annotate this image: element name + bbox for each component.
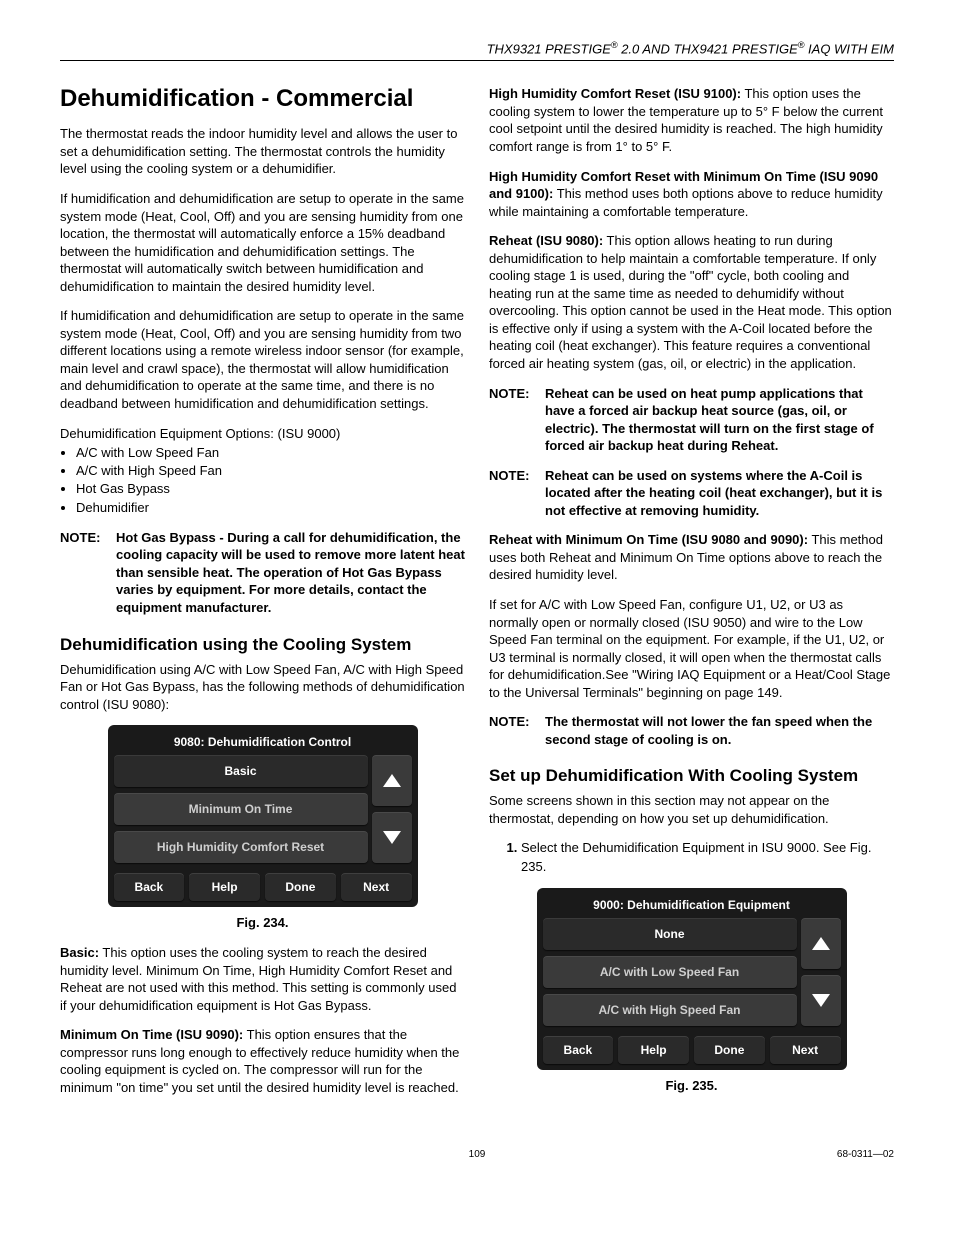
scroll-arrows bbox=[372, 755, 412, 863]
help-button[interactable]: Help bbox=[618, 1036, 689, 1064]
note-label: NOTE: bbox=[489, 385, 545, 455]
equip-option-item: A/C with High Speed Fan bbox=[76, 462, 465, 480]
page-number: 109 bbox=[469, 1149, 486, 1160]
equip-options-lead: Dehumidification Equipment Options: (ISU… bbox=[60, 425, 465, 443]
done-button[interactable]: Done bbox=[265, 873, 336, 901]
equip-option-item: Hot Gas Bypass bbox=[76, 480, 465, 498]
subsection-title: Dehumidification using the Cooling Syste… bbox=[60, 635, 465, 655]
note-reheat-acoil: NOTE: Reheat can be used on systems wher… bbox=[489, 467, 894, 520]
button-row: Back Help Done Next bbox=[114, 873, 412, 901]
screen-options: None A/C with Low Speed Fan A/C with Hig… bbox=[543, 918, 797, 1026]
scroll-up-button[interactable] bbox=[801, 918, 841, 969]
thermostat-screen-9080: 9080: Dehumidification Control Basic Min… bbox=[108, 725, 418, 907]
header-reg-1: ® bbox=[611, 40, 618, 50]
cooling-system-para: Dehumidification using A/C with Low Spee… bbox=[60, 661, 465, 714]
low-speed-fan-para: If set for A/C with Low Speed Fan, confi… bbox=[489, 596, 894, 701]
intro-para-1: The thermostat reads the indoor humidity… bbox=[60, 125, 465, 178]
intro-para-3: If humidification and dehumidification a… bbox=[60, 307, 465, 412]
page: THX9321 PRESTIGE® 2.0 AND THX9421 PRESTI… bbox=[0, 0, 954, 1190]
basic-para: Basic: This option uses the cooling syst… bbox=[60, 944, 465, 1014]
screen-title: 9080: Dehumidification Control bbox=[114, 731, 412, 755]
option-none[interactable]: None bbox=[543, 918, 797, 950]
hh-label: High Humidity Comfort Reset (ISU 9100): bbox=[489, 86, 741, 101]
note-body: The thermostat will not lower the fan sp… bbox=[545, 713, 894, 748]
screen-body: Basic Minimum On Time High Humidity Comf… bbox=[114, 755, 412, 863]
reheat-label: Reheat (ISU 9080): bbox=[489, 233, 603, 248]
reheat-para: Reheat (ISU 9080): This option allows he… bbox=[489, 232, 894, 372]
equip-option-item: Dehumidifier bbox=[76, 499, 465, 517]
note-fan-speed: NOTE: The thermostat will not lower the … bbox=[489, 713, 894, 748]
scroll-arrows bbox=[801, 918, 841, 1026]
doc-number: 68-0311—02 bbox=[837, 1149, 894, 1160]
screen-title: 9000: Dehumidification Equipment bbox=[543, 894, 841, 918]
option-basic[interactable]: Basic bbox=[114, 755, 368, 787]
setup-steps: Select the Dehumidification Equipment in… bbox=[489, 839, 894, 875]
note-body: Reheat can be used on systems where the … bbox=[545, 467, 894, 520]
note-label: NOTE: bbox=[489, 467, 545, 520]
back-button[interactable]: Back bbox=[543, 1036, 614, 1064]
help-button[interactable]: Help bbox=[189, 873, 260, 901]
basic-text: This option uses the cooling system to r… bbox=[60, 945, 456, 1013]
note-hot-gas-bypass: NOTE: Hot Gas Bypass - During a call for… bbox=[60, 529, 465, 617]
back-button[interactable]: Back bbox=[114, 873, 185, 901]
screen-body: None A/C with Low Speed Fan A/C with Hig… bbox=[543, 918, 841, 1026]
equip-options-list: A/C with Low Speed Fan A/C with High Spe… bbox=[60, 444, 465, 517]
note-label: NOTE: bbox=[60, 529, 116, 617]
header-rule bbox=[60, 60, 894, 61]
section-title: Dehumidification - Commercial bbox=[60, 85, 465, 113]
note-reheat-heatpump: NOTE: Reheat can be used on heat pump ap… bbox=[489, 385, 894, 455]
header-part-3: IAQ WITH EIM bbox=[804, 41, 894, 56]
screen-options: Basic Minimum On Time High Humidity Comf… bbox=[114, 755, 368, 863]
rmin-label: Reheat with Minimum On Time (ISU 9080 an… bbox=[489, 532, 808, 547]
intro-para-2: If humidification and dehumidification a… bbox=[60, 190, 465, 295]
option-ac-low-speed[interactable]: A/C with Low Speed Fan bbox=[543, 956, 797, 988]
header-part-1: THX9321 PRESTIGE bbox=[487, 41, 611, 56]
triangle-down-icon bbox=[812, 994, 830, 1007]
note-label: NOTE: bbox=[489, 713, 545, 748]
basic-label: Basic: bbox=[60, 945, 99, 960]
triangle-up-icon bbox=[812, 937, 830, 950]
hh-comfort-reset-para: High Humidity Comfort Reset (ISU 9100): … bbox=[489, 85, 894, 155]
option-ac-high-speed[interactable]: A/C with High Speed Fan bbox=[543, 994, 797, 1026]
left-column: Dehumidification - Commercial The thermo… bbox=[60, 85, 465, 1108]
scroll-down-button[interactable] bbox=[372, 812, 412, 863]
figure-caption-235: Fig. 235. bbox=[489, 1078, 894, 1093]
button-row: Back Help Done Next bbox=[543, 1036, 841, 1064]
step-1-text: Select the Dehumidification Equipment in… bbox=[521, 840, 871, 873]
setup-intro-para: Some screens shown in this section may n… bbox=[489, 792, 894, 827]
done-button[interactable]: Done bbox=[694, 1036, 765, 1064]
option-min-on-time[interactable]: Minimum On Time bbox=[114, 793, 368, 825]
next-button[interactable]: Next bbox=[770, 1036, 841, 1064]
triangle-up-icon bbox=[383, 774, 401, 787]
step-1: Select the Dehumidification Equipment in… bbox=[521, 839, 894, 875]
next-button[interactable]: Next bbox=[341, 873, 412, 901]
figure-caption-234: Fig. 234. bbox=[60, 915, 465, 930]
right-column: High Humidity Comfort Reset (ISU 9100): … bbox=[489, 85, 894, 1108]
running-header: THX9321 PRESTIGE® 2.0 AND THX9421 PRESTI… bbox=[60, 40, 894, 56]
setup-subsection-title: Set up Dehumidification With Cooling Sys… bbox=[489, 766, 894, 786]
scroll-up-button[interactable] bbox=[372, 755, 412, 806]
min-label: Minimum On Time (ISU 9090): bbox=[60, 1027, 243, 1042]
equip-option-item: A/C with Low Speed Fan bbox=[76, 444, 465, 462]
hh-min-para: High Humidity Comfort Reset with Minimum… bbox=[489, 168, 894, 221]
reheat-text: This option allows heating to run during… bbox=[489, 233, 892, 371]
option-hh-comfort-reset[interactable]: High Humidity Comfort Reset bbox=[114, 831, 368, 863]
min-on-time-para: Minimum On Time (ISU 9090): This option … bbox=[60, 1026, 465, 1096]
note-body: Hot Gas Bypass - During a call for dehum… bbox=[116, 529, 465, 617]
reheat-min-para: Reheat with Minimum On Time (ISU 9080 an… bbox=[489, 531, 894, 584]
triangle-down-icon bbox=[383, 831, 401, 844]
scroll-down-button[interactable] bbox=[801, 975, 841, 1026]
footer: 109 68-0311—02 bbox=[60, 1149, 894, 1160]
two-column-layout: Dehumidification - Commercial The thermo… bbox=[60, 85, 894, 1108]
note-body: Reheat can be used on heat pump applicat… bbox=[545, 385, 894, 455]
thermostat-screen-9000: 9000: Dehumidification Equipment None A/… bbox=[537, 888, 847, 1070]
header-part-2: 2.0 AND THX9421 PRESTIGE bbox=[618, 41, 798, 56]
